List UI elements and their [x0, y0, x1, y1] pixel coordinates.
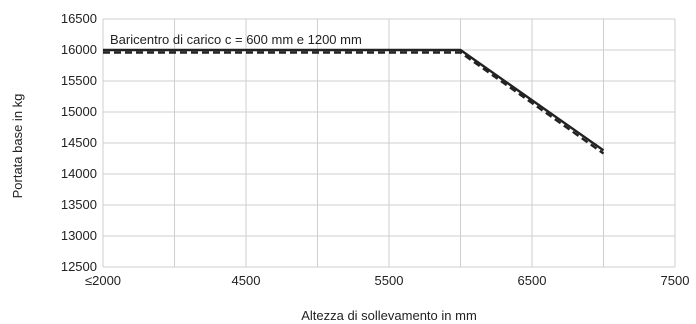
- series-line-1: [103, 48, 605, 152]
- y-tick-label: 14000: [61, 166, 97, 181]
- y-tick-labels: 16500 16000 15500 15000 14500 14000 13500 13000…: [61, 11, 97, 274]
- series-layer: [103, 48, 605, 155]
- x-tick-label: ≤2000: [85, 273, 121, 288]
- grid: [102, 18, 676, 268]
- chart-annotation: Baricentro di carico c = 600 mm e 1200 m…: [110, 32, 362, 47]
- y-tick-label: 16500: [61, 11, 97, 26]
- y-tick-label: 13000: [61, 228, 97, 243]
- x-tick-label: 5500: [375, 273, 404, 288]
- y-tick-label: 14500: [61, 135, 97, 150]
- y-tick-label: 12500: [61, 259, 97, 274]
- y-tick-label: 16000: [61, 42, 97, 57]
- y-tick-label: 13500: [61, 197, 97, 212]
- x-tick-labels: ≤2000 4500 5500 6500 7500: [85, 273, 689, 288]
- x-tick-label: 7500: [661, 273, 690, 288]
- y-tick-label: 15000: [61, 104, 97, 119]
- y-axis-title: Portata base in kg: [10, 94, 25, 199]
- y-tick-label: 15500: [61, 73, 97, 88]
- x-axis-title: Altezza di sollevamento in mm: [301, 308, 477, 323]
- series-line-2: [103, 51, 605, 155]
- x-tick-label: 4500: [232, 273, 261, 288]
- x-tick-label: 6500: [518, 273, 547, 288]
